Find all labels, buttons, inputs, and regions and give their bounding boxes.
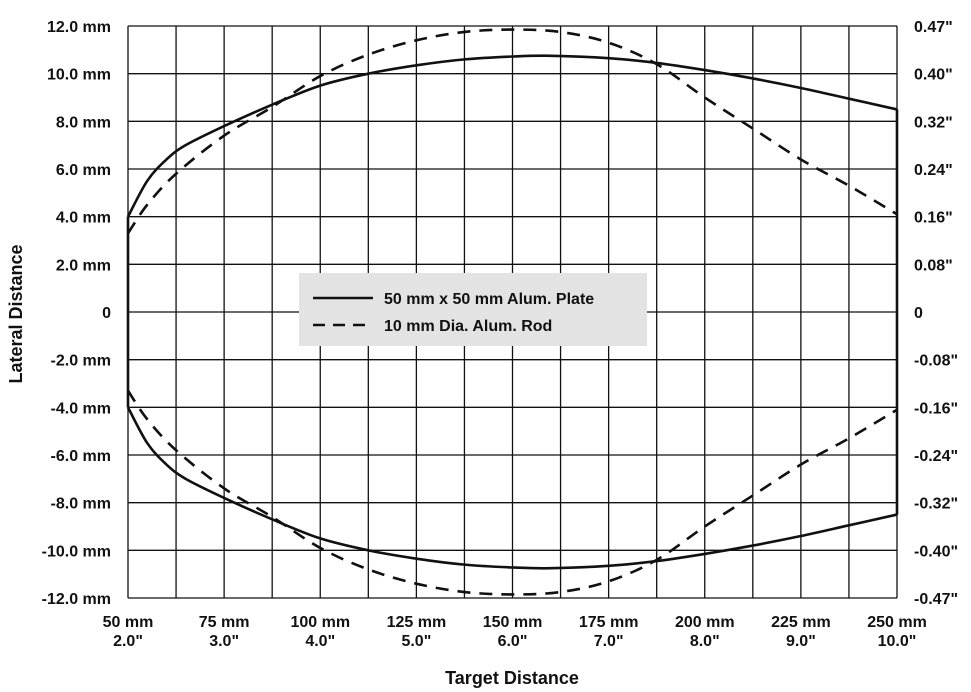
series-0-lower-curve bbox=[126, 406, 898, 570]
legend-label-rod: 10 mm Dia. Alum. Rod bbox=[384, 318, 552, 335]
x-tick-label-mm: 100 mm bbox=[290, 614, 350, 631]
series-0-upper-curve bbox=[126, 54, 898, 218]
y-tick-label-left: 6.0 mm bbox=[56, 162, 111, 179]
x-tick-label-in: 10.0" bbox=[878, 633, 917, 650]
y-axis-right-ticks: 0.47" 0.40" 0.32" 0.24" 0.16" 0.08" 0 -0.08" -0.… bbox=[914, 19, 958, 608]
y-tick-label-right: -0.32" bbox=[914, 496, 958, 513]
y-tick-label-left: -6.0 mm bbox=[51, 448, 111, 465]
y-tick-label-left: -10.0 mm bbox=[42, 543, 111, 560]
x-tick-label-mm: 175 mm bbox=[579, 614, 639, 631]
legend-label-plate: 50 mm x 50 mm Alum. Plate bbox=[384, 291, 594, 308]
x-tick-label-mm: 125 mm bbox=[387, 614, 447, 631]
y-tick-label-right: 0.08" bbox=[914, 257, 953, 274]
y-tick-label-right: 0.32" bbox=[914, 114, 953, 131]
y-tick-label-right: -0.47" bbox=[914, 591, 958, 608]
x-tick-label-mm: 250 mm bbox=[867, 614, 927, 631]
y-tick-label-right: -0.16" bbox=[914, 400, 958, 417]
y-tick-label-right: -0.08" bbox=[914, 353, 958, 370]
y-tick-label-left: -4.0 mm bbox=[51, 400, 111, 417]
x-tick-label-in: 2.0" bbox=[113, 633, 143, 650]
y-axis-title: Lateral Distance bbox=[6, 244, 26, 383]
y-tick-label-right: -0.24" bbox=[914, 448, 958, 465]
x-axis-title: Target Distance bbox=[445, 668, 579, 688]
x-tick-label-mm: 225 mm bbox=[771, 614, 831, 631]
x-tick-label-mm: 200 mm bbox=[675, 614, 735, 631]
y-tick-label-right: -0.40" bbox=[914, 543, 958, 560]
x-tick-label-in: 5.0" bbox=[401, 633, 431, 650]
y-tick-label-left: 0 bbox=[102, 305, 111, 322]
y-tick-label-right: 0.40" bbox=[914, 67, 953, 84]
y-tick-label-right: 0.47" bbox=[914, 19, 953, 36]
series-layer bbox=[126, 28, 899, 596]
legend: 50 mm x 50 mm Alum. Plate 10 mm Dia. Alu… bbox=[299, 273, 647, 346]
y-tick-label-left: -12.0 mm bbox=[42, 591, 111, 608]
y-tick-label-left: 4.0 mm bbox=[56, 210, 111, 227]
x-tick-label-in: 8.0" bbox=[690, 633, 720, 650]
x-tick-label-mm: 75 mm bbox=[199, 614, 250, 631]
y-tick-label-left: -2.0 mm bbox=[51, 353, 111, 370]
y-tick-label-left: 2.0 mm bbox=[56, 257, 111, 274]
x-axis-ticks: 50 mm 2.0" 75 mm 3.0" 100 mm 4.0" 125 mm 5.0" 15… bbox=[103, 614, 927, 650]
series-1-lower-curve bbox=[126, 389, 898, 596]
x-tick-label-in: 4.0" bbox=[305, 633, 335, 650]
y-tick-label-left: 12.0 mm bbox=[47, 19, 111, 36]
x-tick-label-in: 3.0" bbox=[209, 633, 239, 650]
x-tick-label-in: 7.0" bbox=[594, 633, 624, 650]
x-tick-label-mm: 150 mm bbox=[483, 614, 543, 631]
x-tick-label-in: 9.0" bbox=[786, 633, 816, 650]
x-tick-label-mm: 50 mm bbox=[103, 614, 154, 631]
y-axis-left-ticks: 12.0 mm 10.0 mm 8.0 mm 6.0 mm 4.0 mm 2.0 mm 0 -… bbox=[42, 19, 111, 608]
y-tick-label-left: -8.0 mm bbox=[51, 496, 111, 513]
y-tick-label-right: 0.24" bbox=[914, 162, 953, 179]
y-tick-label-left: 10.0 mm bbox=[47, 67, 111, 84]
legend-box bbox=[299, 273, 647, 346]
y-tick-label-right: 0.16" bbox=[914, 210, 953, 227]
y-tick-label-right: 0 bbox=[914, 305, 923, 322]
x-tick-label-in: 6.0" bbox=[498, 633, 528, 650]
series-1-upper-curve bbox=[126, 28, 898, 235]
y-tick-label-left: 8.0 mm bbox=[56, 114, 111, 131]
